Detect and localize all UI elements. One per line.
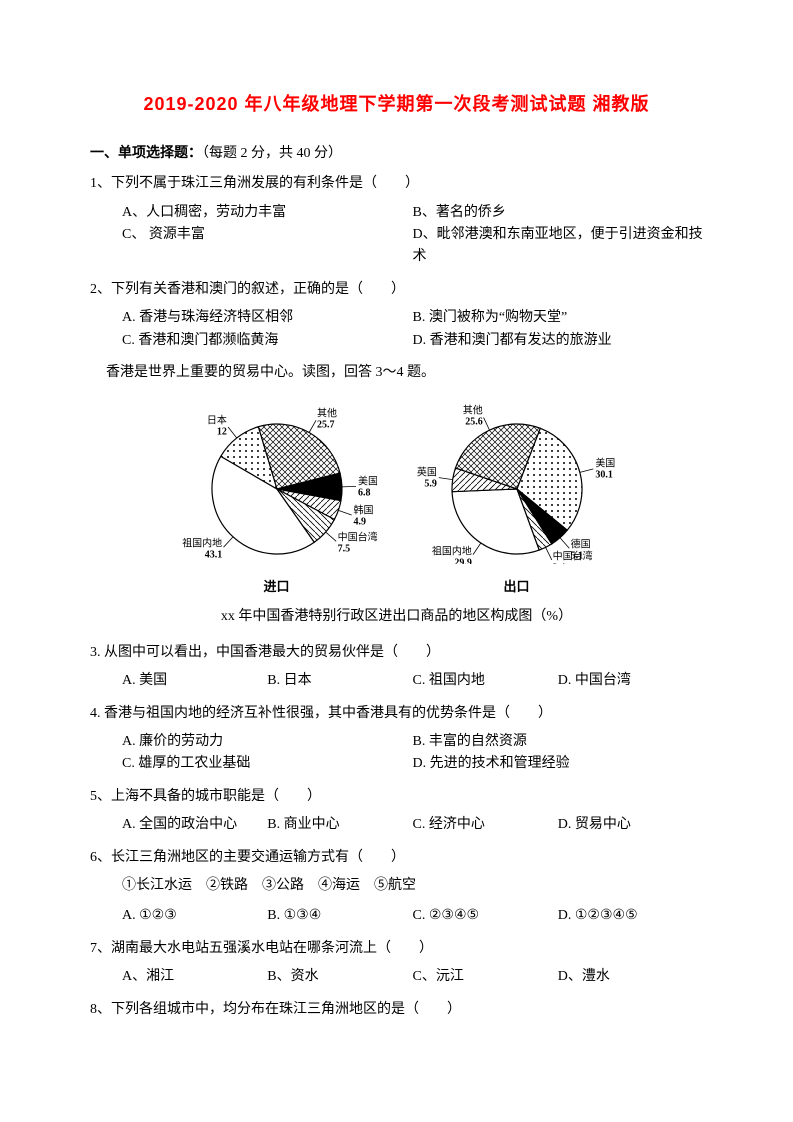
q5-opt-c: C. 经济中心	[413, 814, 558, 836]
q1-opt-c: C、 资源丰富	[122, 224, 413, 269]
svg-text:30.1: 30.1	[595, 470, 613, 481]
svg-text:美国: 美国	[357, 475, 376, 488]
svg-text:5.9: 5.9	[424, 479, 437, 490]
svg-text:中国台湾: 中国台湾	[337, 531, 376, 544]
question-1: 1、下列不属于珠江三角洲发展的有利条件是（ ） A、人口稠密，劳动力丰富 B、著…	[90, 173, 703, 269]
chart-caption: xx 年中国香港特别行政区进出口商品的地区构成图（%）	[90, 606, 703, 628]
q3-opt-a: A. 美国	[122, 670, 267, 692]
svg-text:韩国: 韩国	[353, 504, 373, 517]
q2-text: 2、下列有关香港和澳门的叙述，正确的是（ ）	[90, 279, 703, 301]
question-3: 3. 从图中可以看出，中国香港最大的贸易伙伴是（ ） A. 美国 B. 日本 C…	[90, 642, 703, 693]
svg-text:日本: 日本	[206, 414, 226, 427]
q4-opt-d: D. 先进的技术和管理经验	[413, 753, 704, 775]
q5-text: 5、上海不具备的城市职能是（ ）	[90, 786, 703, 808]
q6-opt-c: C. ②③④⑤	[413, 905, 558, 927]
q7-opt-d: D、澧水	[558, 966, 703, 988]
q6-opt-d: D. ①②③④⑤	[558, 905, 703, 927]
q2-opt-a: A. 香港与珠海经济特区相邻	[122, 307, 413, 329]
pie-export-block: 祖国内地29.9英国5.9其他25.6美国30.1德国5.1中国台湾3.4 出口	[417, 394, 617, 597]
q4-text: 4. 香港与祖国内地的经济互补性很强，其中香港具有的优势条件是（ ）	[90, 703, 703, 725]
question-4: 4. 香港与祖国内地的经济互补性很强，其中香港具有的优势条件是（ ） A. 廉价…	[90, 703, 703, 776]
section-1-label: 一、单项选择题：	[90, 146, 202, 161]
q3-opt-b: B. 日本	[267, 670, 412, 692]
q7-opt-b: B、资水	[267, 966, 412, 988]
q8-text: 8、下列各组城市中，均分布在珠江三角洲地区的是（ ）	[90, 999, 703, 1021]
svg-text:祖国内地: 祖国内地	[182, 537, 222, 550]
q4-opt-b: B. 丰富的自然资源	[413, 731, 704, 753]
q5-opt-b: B. 商业中心	[267, 814, 412, 836]
pie-import-chart: 祖国内地43.1 日本12 其他25.7 美国6.8 韩国4.9 中国台湾7.5	[177, 394, 377, 564]
q1-opt-d: D、毗邻港澳和东南亚地区，便于引进资金和技术	[413, 224, 704, 269]
q2-opt-d: D. 香港和澳门都有发达的旅游业	[413, 330, 704, 352]
q6-line: ①长江水运 ②铁路 ③公路 ④海运 ⑤航空	[90, 875, 703, 897]
q6-opt-b: B. ①③④	[267, 905, 412, 927]
q4-opt-a: A. 廉价的劳动力	[122, 731, 413, 753]
q5-opt-a: A. 全国的政治中心	[122, 814, 267, 836]
svg-text:12: 12	[216, 427, 226, 438]
svg-text:4.9: 4.9	[353, 517, 366, 528]
q7-opt-a: A、湘江	[122, 966, 267, 988]
q4-opt-c: C. 雄厚的工农业基础	[122, 753, 413, 775]
svg-text:43.1: 43.1	[204, 550, 222, 561]
q6-text: 6、长江三角洲地区的主要交通运输方式有（ ）	[90, 847, 703, 869]
q7-opt-c: C、沅江	[413, 966, 558, 988]
pie-import-block: 祖国内地43.1 日本12 其他25.7 美国6.8 韩国4.9 中国台湾7.5 进口	[177, 394, 377, 597]
svg-text:德国: 德国	[570, 538, 590, 551]
svg-text:3.4: 3.4	[552, 563, 565, 564]
q1-opt-a: A、人口稠密，劳动力丰富	[122, 202, 413, 224]
pie-charts: 祖国内地43.1日本12其他25.7美国6.8韩国4.9中国台湾7.5 进口 祖…	[90, 394, 703, 597]
pie-export-label: 出口	[417, 577, 617, 598]
question-7: 7、湖南最大水电站五强溪水电站在哪条河流上（ ） A、湘江 B、资水 C、沅江 …	[90, 938, 703, 989]
svg-text:祖国内地: 祖国内地	[431, 545, 471, 558]
section-1-note: （每题 2 分，共 40 分）	[202, 146, 342, 161]
q3-opt-c: C. 祖国内地	[413, 670, 558, 692]
question-2: 2、下列有关香港和澳门的叙述，正确的是（ ） A. 香港与珠海经济特区相邻 B.…	[90, 279, 703, 352]
section-1-heading: 一、单项选择题：（每题 2 分，共 40 分）	[90, 143, 703, 165]
q2-opt-b: B. 澳门被称为“购物天堂”	[413, 307, 704, 329]
svg-text:7.5: 7.5	[337, 544, 350, 555]
svg-text:其他: 其他	[317, 407, 337, 420]
q2-opt-c: C. 香港和澳门都濒临黄海	[122, 330, 413, 352]
svg-text:英国: 英国	[417, 466, 437, 479]
svg-text:中国台湾: 中国台湾	[552, 550, 592, 563]
question-6: 6、长江三角洲地区的主要交通运输方式有（ ） ①长江水运 ②铁路 ③公路 ④海运…	[90, 847, 703, 928]
q1-opt-b: B、著名的侨乡	[413, 202, 704, 224]
svg-text:6.8: 6.8	[357, 488, 370, 499]
question-5: 5、上海不具备的城市职能是（ ） A. 全国的政治中心 B. 商业中心 C. 经…	[90, 786, 703, 837]
q1-text: 1、下列不属于珠江三角洲发展的有利条件是（ ）	[90, 173, 703, 195]
svg-text:25.7: 25.7	[317, 420, 335, 431]
q6-opt-a: A. ①②③	[122, 905, 267, 927]
question-8: 8、下列各组城市中，均分布在珠江三角洲地区的是（ ）	[90, 999, 703, 1021]
q3-opt-d: D. 中国台湾	[558, 670, 703, 692]
q3-text: 3. 从图中可以看出，中国香港最大的贸易伙伴是（ ）	[90, 642, 703, 664]
svg-text:美国: 美国	[595, 457, 615, 470]
page-title: 2019-2020 年八年级地理下学期第一次段考测试试题 湘教版	[90, 90, 703, 119]
svg-text:25.6: 25.6	[465, 417, 483, 428]
q3-4-intro: 香港是世界上重要的贸易中心。读图，回答 3～4 题。	[106, 362, 703, 384]
pie-export-chart: 祖国内地29.9英国5.9其他25.6美国30.1德国5.1中国台湾3.4	[417, 394, 617, 564]
q5-opt-d: D. 贸易中心	[558, 814, 703, 836]
svg-text:29.9: 29.9	[454, 558, 472, 565]
svg-text:其他: 其他	[462, 404, 482, 417]
q7-text: 7、湖南最大水电站五强溪水电站在哪条河流上（ ）	[90, 938, 703, 960]
pie-import-label: 进口	[177, 577, 377, 598]
